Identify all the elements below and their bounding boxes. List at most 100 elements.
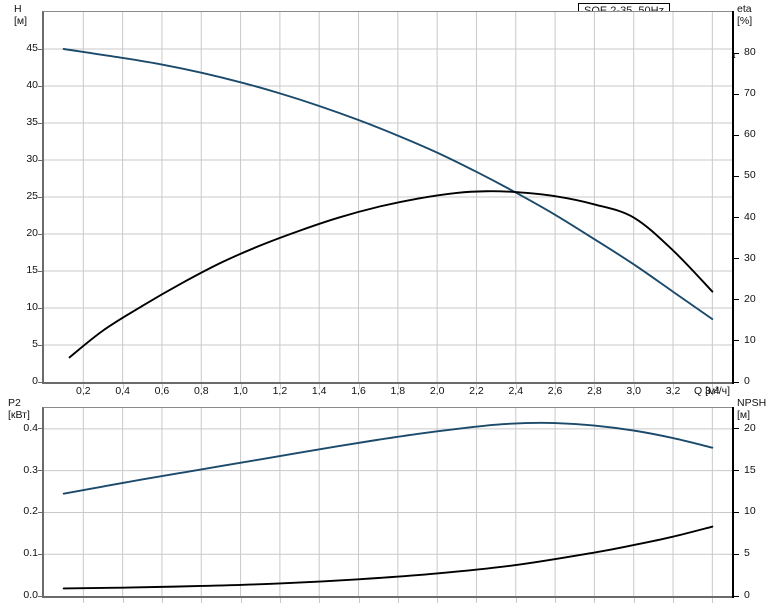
power-npsh-x-tickmark: [161, 598, 163, 603]
head-efficiency-right-tick-5: 50: [744, 169, 756, 182]
q-tick-6: 1,4: [311, 385, 327, 397]
head-efficiency-left-tick-3: 15: [26, 264, 38, 276]
power-npsh-x-tickmark: [122, 598, 124, 603]
q-tick-14: 3,0: [626, 385, 641, 397]
head-efficiency-left-tickmark: [38, 196, 44, 198]
q-tick-2: 0,6: [154, 385, 170, 397]
power-npsh-plot: [44, 408, 732, 596]
upper-left-axis-label: H [м]: [14, 3, 28, 27]
head-efficiency-x-tickmark: [161, 384, 163, 389]
head-efficiency-x-tickmark: [633, 384, 635, 389]
q-tick-15: 3,2: [665, 385, 681, 397]
head-efficiency-left-tick-2: 10: [26, 301, 38, 313]
head-efficiency-right-tickmark: [733, 93, 739, 95]
head-efficiency-left-tick-6: 30: [26, 153, 38, 165]
power-npsh-right-tick-0: 0: [744, 589, 750, 601]
power-npsh-left-tick-1: 0.1: [23, 547, 38, 560]
head-efficiency-x-tickmark: [555, 384, 557, 389]
lower-right-axis-line: [732, 406, 734, 598]
head-efficiency-x-tickmark: [476, 384, 478, 389]
q-tick-1: 0,4: [115, 385, 130, 397]
power-npsh-x-tickmark: [555, 598, 557, 603]
power-npsh-left-tickmark: [38, 553, 44, 555]
power-npsh-x-tickmark: [240, 598, 242, 603]
power-npsh-right-tick-4: 20: [744, 421, 756, 434]
power-npsh-x-tickmark: [673, 598, 675, 603]
head-efficiency-x-tickmark: [673, 384, 675, 389]
power-npsh-x-tickmark: [397, 598, 399, 603]
power-npsh-x-tickmark: [201, 598, 203, 603]
power-npsh-x-tickmark: [633, 598, 635, 603]
head-efficiency-left-tickmark: [38, 233, 44, 235]
head-efficiency-x-tickmark: [122, 384, 124, 389]
q-tick-8: 1,8: [390, 385, 406, 397]
power-npsh-right-tick-2: 10: [744, 505, 756, 518]
power-npsh-right-tickmark: [733, 470, 739, 472]
head-efficiency-right-tickmark: [733, 217, 739, 219]
power-npsh-x-tickmark: [515, 598, 517, 603]
power-npsh-left-tickmark: [38, 595, 44, 597]
head-efficiency-right-tick-8: 80: [744, 46, 756, 59]
head-efficiency-right-tickmark: [733, 299, 739, 301]
power-npsh-x-tickmark: [437, 598, 439, 603]
power-npsh-x-tickmark: [476, 598, 478, 603]
q-tick-13: 2,8: [587, 385, 602, 397]
power-npsh-x-tickmark: [594, 598, 596, 603]
head-efficiency-x-tickmark: [201, 384, 203, 389]
q-tick-9: 2,0: [429, 385, 445, 397]
head-efficiency-left-tick-4: 20: [26, 227, 38, 239]
head-efficiency-left-tickmark: [38, 381, 44, 383]
power-npsh-x-tickmark: [279, 598, 281, 603]
head-efficiency-x-tickmark: [83, 384, 85, 389]
head-efficiency-left-tick-7: 35: [26, 116, 38, 128]
head-efficiency-left-tick-9: 45: [26, 42, 38, 54]
power-npsh-right-tickmark: [733, 595, 739, 597]
power-npsh-left-tick-2: 0.2: [23, 505, 38, 518]
power-npsh-x-tickmark: [319, 598, 321, 603]
power-npsh-x-tickmark: [358, 598, 360, 603]
head-efficiency-x-tickmark: [358, 384, 360, 389]
head-efficiency-plot: [44, 12, 732, 382]
power-npsh-x-tickmark: [83, 598, 85, 603]
head-efficiency-x-tickmark: [437, 384, 439, 389]
head-efficiency-x-tickmark: [279, 384, 281, 389]
q-tick-5: 1,2: [272, 385, 288, 397]
head-efficiency-right-tickmark: [733, 340, 739, 342]
power-npsh-left-tick-4: 0.4: [23, 421, 38, 434]
power-npsh-right-tickmark: [733, 511, 739, 513]
power-npsh-left-tick-0: 0.0: [23, 589, 38, 601]
head-efficiency-left-tick-1: 5: [32, 338, 38, 350]
head-efficiency-left-tickmark: [38, 85, 44, 87]
head-efficiency-x-tickmark: [397, 384, 399, 389]
head-efficiency-left-tick-0: 0: [32, 375, 38, 387]
q-tick-12: 2,6: [547, 385, 563, 397]
power-npsh-right-tick-3: 15: [744, 463, 756, 476]
head-efficiency-left-tickmark: [38, 48, 44, 50]
lower-right-axis-label: NPSH [м]: [737, 397, 767, 421]
head-efficiency-right-tick-1: 10: [744, 333, 756, 346]
power-npsh-right-tick-1: 5: [744, 547, 750, 560]
head-efficiency-right-tickmark: [733, 52, 739, 54]
power-npsh-right-tickmark: [733, 553, 739, 555]
power-npsh-left-tickmark: [38, 428, 44, 430]
head-efficiency-left-tick-8: 40: [26, 79, 38, 91]
power-npsh-left-tick-3: 0.3: [23, 463, 38, 476]
head-efficiency-left-tick-5: 25: [26, 190, 38, 202]
head-efficiency-right-tickmark: [733, 134, 739, 136]
head-efficiency-left-tickmark: [38, 122, 44, 124]
q-tick-11: 2,4: [508, 385, 524, 397]
q-tick-10: 2,2: [469, 385, 484, 397]
power-npsh-left-tickmark: [38, 470, 44, 472]
head-efficiency-right-tick-7: 70: [744, 87, 756, 100]
head-efficiency-right-tickmark: [733, 175, 739, 177]
head-efficiency-x-tickmark: [240, 384, 242, 389]
q-tick-16: 3,4: [705, 385, 720, 397]
upper-right-axis-label: eta [%]: [737, 3, 753, 27]
power-npsh-left-tickmark: [38, 511, 44, 513]
head-efficiency-left-tickmark: [38, 159, 44, 161]
head-efficiency-right-tick-0: 0: [744, 375, 750, 387]
head-efficiency-left-tickmark: [38, 270, 44, 272]
lower-left-axis-label: P2 [кВт]: [8, 397, 30, 421]
power-npsh-right-tickmark: [733, 428, 739, 430]
